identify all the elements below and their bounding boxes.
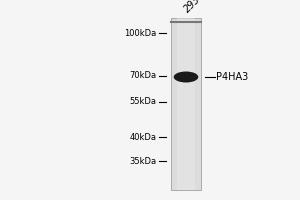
Text: 55kDa: 55kDa xyxy=(130,98,157,106)
Text: 100kDa: 100kDa xyxy=(124,28,157,38)
Bar xyxy=(177,18,195,190)
Text: 70kDa: 70kDa xyxy=(130,72,157,80)
Bar xyxy=(171,18,201,190)
Ellipse shape xyxy=(174,72,198,82)
Text: 35kDa: 35kDa xyxy=(130,156,157,166)
Text: P4HA3: P4HA3 xyxy=(216,72,248,82)
Text: 40kDa: 40kDa xyxy=(130,132,157,142)
Text: 293T: 293T xyxy=(182,0,206,14)
